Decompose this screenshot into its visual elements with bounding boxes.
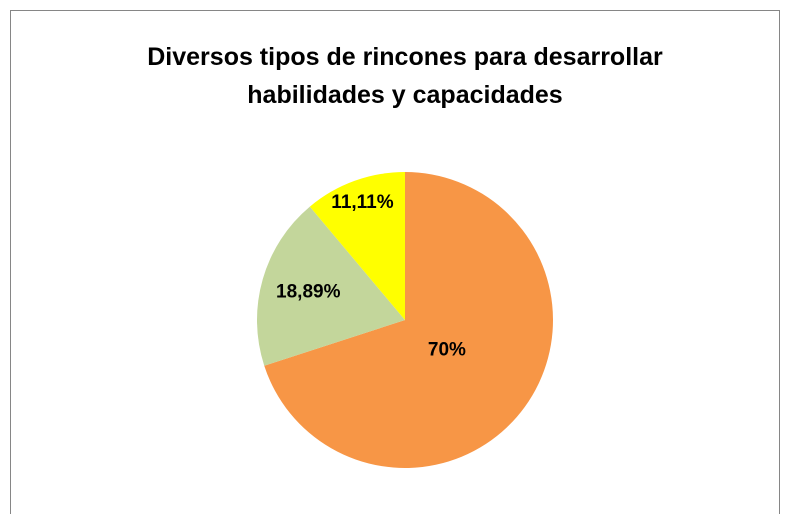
chart-title: Diversos tipos de rincones para desarrol… [147, 43, 663, 109]
data-label: 18,89% [276, 281, 341, 302]
pie-slice [257, 206, 405, 366]
data-label: 70% [428, 339, 466, 360]
data-label: 11,11% [331, 192, 393, 213]
pie-slice [264, 172, 553, 468]
pie-slice [309, 172, 405, 320]
pie: 70% 18,89% 11,11% [257, 172, 553, 468]
